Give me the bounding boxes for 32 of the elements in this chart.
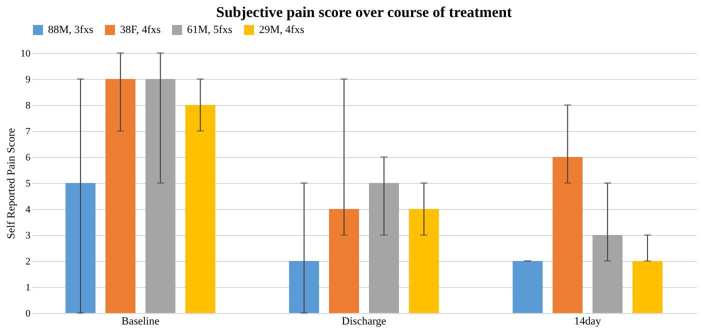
bar (512, 261, 543, 313)
y-tick-label: 9 (26, 74, 30, 86)
y-axis-title: Self Reported Pain Score (6, 128, 18, 239)
bar (552, 157, 583, 313)
y-tick-label: 5 (26, 178, 30, 190)
y-tick-label: 8 (26, 100, 30, 112)
legend-label: 88M, 3fxs (48, 24, 94, 36)
y-tick-label: 1 (26, 282, 30, 294)
bar (145, 79, 176, 313)
x-tick-label: 14day (574, 316, 602, 328)
bar (632, 261, 662, 313)
x-tick-label: Discharge (342, 316, 386, 328)
bar (66, 183, 96, 313)
y-tick-label: 10 (20, 48, 30, 60)
x-tick-label: Baseline (121, 316, 160, 328)
legend-label: 29M, 4fxs (259, 24, 304, 36)
bar (408, 209, 439, 313)
chart-title: Subjective pain score over course of treatment (216, 5, 512, 21)
y-tick-label: 7 (26, 126, 30, 138)
y-tick-label: 6 (26, 152, 30, 164)
bar (592, 235, 623, 313)
bar (185, 105, 216, 313)
legend-label: 38F, 4fxs (120, 24, 161, 36)
y-tick-label: 4 (26, 204, 30, 216)
bar (329, 209, 360, 313)
y-tick-label: 0 (26, 308, 30, 320)
bar (289, 261, 320, 313)
y-tick-label: 2 (26, 256, 30, 268)
bar (368, 183, 399, 313)
y-tick-label: 3 (26, 230, 30, 242)
legend-label: 61M, 5fxs (187, 24, 232, 36)
bar (105, 79, 136, 313)
